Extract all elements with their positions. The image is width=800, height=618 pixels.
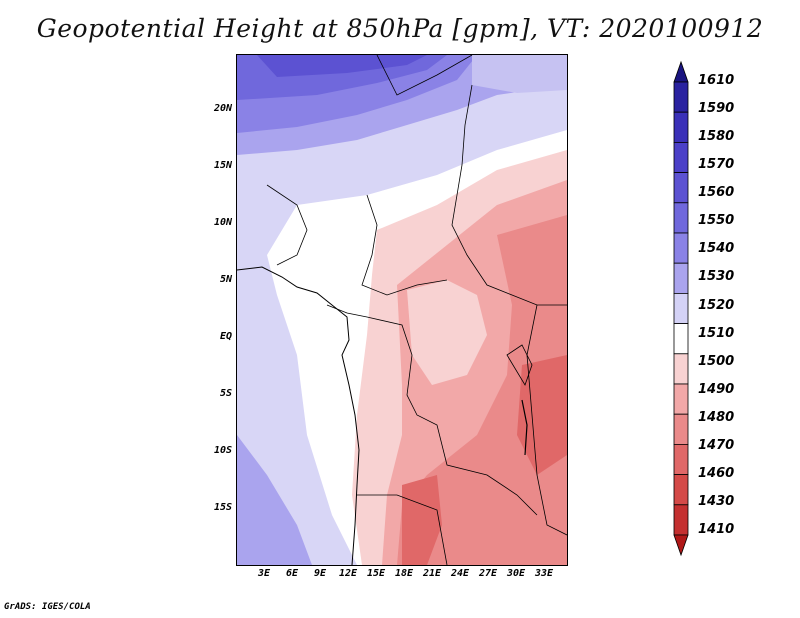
colorbar-label: 1550	[698, 213, 735, 229]
lon-label-12e: 12E	[338, 568, 358, 579]
border-north-1	[376, 55, 473, 96]
colorbar-swatch	[673, 474, 689, 506]
lon-label-15e: 15E	[366, 568, 386, 579]
border-chad-car	[361, 194, 448, 296]
colorbar-label: 1540	[698, 241, 735, 257]
colorbar-swatch	[673, 383, 689, 415]
lat-label-5n: 5N	[219, 274, 232, 285]
border-sudan	[451, 84, 567, 306]
lat-label-10s: 10S	[213, 445, 232, 456]
colorbar-label: 1610	[698, 73, 735, 88]
colorbar-label: 1590	[698, 101, 735, 117]
colorbar-swatch	[673, 81, 689, 113]
colorbar-label: 1460	[698, 465, 735, 481]
colorbar-swatch	[673, 353, 689, 385]
colorbar-top-arrow	[673, 60, 689, 83]
lat-label-eq: EQ	[219, 331, 232, 342]
colorbar-label: 1410	[698, 522, 735, 537]
colorbar-label: 1470	[698, 437, 735, 453]
colorbar-swatch	[673, 323, 689, 355]
lon-label-24e: 24E	[450, 568, 470, 579]
field-1500-patch	[407, 280, 487, 385]
border-west	[266, 184, 308, 266]
height-field-map	[237, 55, 567, 565]
lake-victoria	[506, 344, 533, 386]
colorbar-swatch	[673, 232, 689, 264]
map-title: Geopotential Height at 850hPa [gpm], VT:…	[36, 14, 764, 43]
lake-tanganyika	[521, 399, 528, 456]
colorbar-label: 1490	[698, 381, 735, 397]
lon-label-30e: 30E	[506, 568, 526, 579]
colorbar-swatch	[673, 504, 689, 536]
lon-label-27e: 27E	[478, 568, 498, 579]
colorbar-swatch	[673, 443, 689, 475]
lon-label-3e: 3E	[257, 568, 271, 579]
field-1560	[257, 55, 427, 77]
credit-text: GrADS: IGES/COLA	[4, 602, 91, 612]
coastline	[237, 266, 360, 565]
lat-label-20n: 20N	[213, 103, 232, 114]
colorbar-swatch	[673, 111, 689, 143]
field-1530-sw	[237, 435, 312, 565]
colorbar-label: 1530	[698, 269, 735, 285]
colorbar-swatch	[673, 172, 689, 204]
colorbar-label: 1500	[698, 353, 735, 369]
lon-label-33e: 33E	[534, 568, 554, 579]
border-congo	[326, 304, 538, 516]
lat-label-15s: 15S	[213, 502, 232, 513]
field-1525	[472, 55, 567, 93]
colorbar-label: 1580	[698, 129, 735, 145]
map-panel	[236, 54, 568, 566]
colorbar-swatch	[673, 292, 689, 324]
lon-label-21e: 21E	[422, 568, 442, 579]
lat-label-15n: 15N	[213, 160, 232, 171]
colorbar-label: 1430	[698, 493, 735, 509]
lon-label-18e: 18E	[394, 568, 414, 579]
colorbar-swatch	[673, 202, 689, 234]
colorbar-swatch	[673, 262, 689, 294]
field-1470-south	[402, 475, 442, 565]
colorbar-label: 1520	[698, 297, 735, 313]
colorbar-label: 1510	[698, 325, 735, 341]
lon-label-9e: 9E	[313, 568, 327, 579]
colorbar-swatch	[673, 413, 689, 445]
colorbar-label: 1480	[698, 409, 735, 425]
colorbar-label: 1560	[698, 185, 735, 201]
colorbar-swatch	[673, 141, 689, 173]
border-angola	[357, 494, 448, 565]
field-1480	[397, 215, 567, 565]
colorbar-label: 1570	[698, 157, 735, 173]
lat-label-5s: 5S	[219, 388, 232, 399]
lon-label-6e: 6E	[285, 568, 299, 579]
colorbar-bottom-arrow	[673, 534, 689, 557]
border-east	[526, 304, 567, 536]
lat-label-10n: 10N	[213, 217, 232, 228]
